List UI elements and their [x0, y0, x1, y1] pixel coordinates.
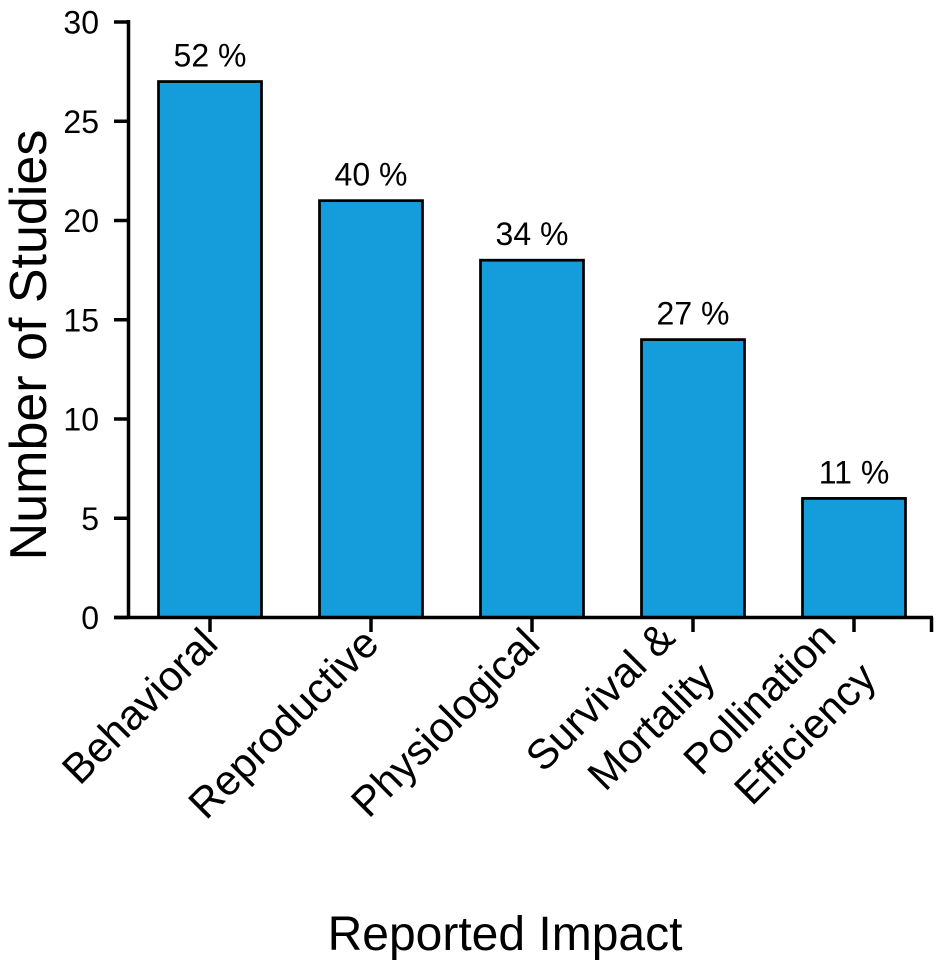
bar — [318, 199, 424, 619]
y-tick-label: 20 — [63, 203, 99, 239]
bar-value-label: 34 % — [496, 216, 569, 252]
x-axis-title: Reported Impact — [328, 908, 683, 961]
bar — [640, 338, 746, 619]
category-label: PollinationEfficiency — [674, 613, 885, 824]
y-tick-label: 25 — [63, 104, 99, 140]
y-axis-title: Number of Studies — [0, 130, 58, 561]
bar-value-label: 11 % — [819, 454, 890, 490]
category-label: Behavioral — [53, 619, 227, 793]
y-tick-label: 15 — [63, 302, 99, 338]
y-tick-label: 0 — [81, 600, 99, 636]
y-tick-label: 10 — [63, 402, 99, 438]
bar-value-label: 40 % — [335, 157, 408, 193]
bar — [801, 497, 907, 619]
bar — [479, 258, 585, 619]
bar — [157, 80, 263, 619]
bar-value-label: 27 % — [657, 296, 730, 332]
bar-value-label: 52 % — [174, 38, 247, 74]
bars-group: 52 % 40 % 34 % 27 % 11 % — [157, 38, 907, 619]
y-tick-label: 5 — [81, 501, 99, 537]
category-label: Survival &Mortality — [516, 613, 723, 820]
y-tick-label: 30 — [63, 5, 99, 41]
